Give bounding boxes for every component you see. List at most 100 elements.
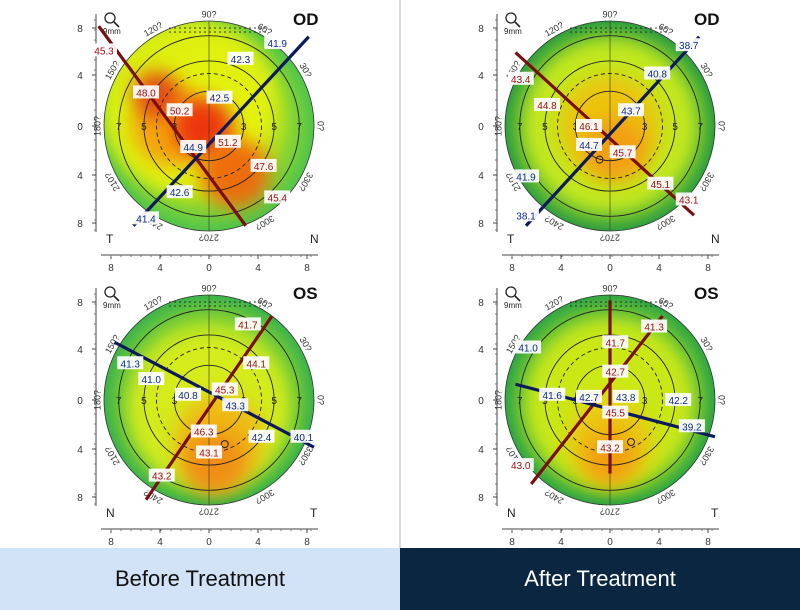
artifact-dot: [620, 305, 622, 307]
value-box: [576, 137, 602, 151]
keratometry-value: 46.1: [579, 122, 599, 133]
value-box: [148, 468, 175, 482]
artifact-dot: [615, 305, 617, 307]
artifact-dot: [600, 31, 602, 33]
keratometry-value: 44.7: [579, 141, 599, 152]
artifact-dot: [244, 301, 246, 303]
artifact-dot: [570, 31, 572, 33]
artifact-dot: [264, 305, 266, 307]
keratometry-value: 41.7: [606, 338, 626, 349]
artifact-dot: [600, 301, 602, 303]
keratometry-value: 48.0: [136, 88, 156, 99]
value-box: [214, 134, 241, 148]
artifact-dot: [590, 301, 592, 303]
artifact-dot: [199, 301, 201, 303]
value-box: [211, 382, 238, 396]
artifact-dot: [209, 301, 211, 303]
value-box: [602, 405, 629, 419]
x-tick-label: 0: [607, 537, 613, 548]
degree-label: 0?: [316, 121, 326, 131]
artifact-dot: [635, 31, 637, 33]
artifact-dot: [660, 31, 662, 33]
eye-label: OS: [293, 284, 318, 303]
artifact-dot: [595, 31, 597, 33]
ring-number: 7: [698, 396, 704, 407]
scale-label: 9mm: [504, 301, 522, 310]
artifact-dot: [199, 305, 201, 307]
magnifier-icon-handle: [514, 21, 521, 28]
artifact-dot: [189, 305, 191, 307]
artifact-dot: [169, 301, 171, 303]
artifact-dot: [585, 305, 587, 307]
artifact-dot: [630, 27, 632, 29]
artifact-dot: [249, 31, 251, 33]
artifact-dot: [254, 305, 256, 307]
value-box: [539, 387, 566, 401]
artifact-dot: [575, 305, 577, 307]
value-box: [133, 85, 159, 99]
value-box: [206, 90, 233, 104]
degree-label: 90?: [602, 283, 617, 293]
magnifier-icon: [104, 12, 116, 24]
artifact-dot: [239, 31, 241, 33]
artifact-dot: [595, 27, 597, 29]
artifact-dot: [615, 31, 617, 33]
value-box: [534, 98, 560, 111]
x-tick-label: 0: [206, 537, 212, 548]
ring-number: 7: [517, 396, 523, 407]
side-label-right: T: [711, 506, 719, 520]
artifact-dot: [640, 27, 642, 29]
artifact-dot: [610, 301, 612, 303]
ring-number: 5: [141, 122, 147, 133]
keratometry-value: 40.8: [178, 391, 198, 402]
x-tick-label: 0: [206, 263, 212, 274]
keratometry-value: 42.6: [170, 188, 190, 199]
topography-map-svg: 884400448875335790?60?30?0?330?300?270?2…: [77, 283, 326, 548]
artifact-dot: [264, 301, 266, 303]
ring-number: 3: [642, 122, 648, 133]
artifact-dot: [234, 305, 236, 307]
value-box: [133, 211, 159, 225]
artifact-dot: [254, 301, 256, 303]
artifact-dot: [259, 305, 261, 307]
artifact-dot: [174, 301, 176, 303]
ring-number: 3: [573, 122, 579, 133]
artifact-dot: [194, 27, 196, 29]
scale-label: 9mm: [504, 27, 522, 36]
value-box: [196, 445, 222, 459]
artifact-dot: [219, 301, 221, 303]
artifact-dot: [620, 301, 622, 303]
artifact-dot: [615, 27, 617, 29]
value-box: [609, 145, 636, 159]
value-box: [243, 356, 270, 370]
artifact-dot: [249, 301, 251, 303]
artifact-dot: [184, 301, 186, 303]
magnifier-icon: [505, 286, 517, 298]
artifact-dot: [650, 301, 652, 303]
artifact-dot: [264, 27, 266, 29]
artifact-dot: [640, 31, 642, 33]
artifact-dot: [570, 305, 572, 307]
side-label-left: N: [106, 506, 115, 520]
value-box: [222, 398, 249, 412]
keratometry-value: 40.1: [294, 433, 314, 444]
degree-label: 180?: [92, 390, 102, 410]
eye-label: OD: [293, 10, 319, 29]
y-tick-label: 4: [478, 71, 484, 82]
artifact-dot: [194, 301, 196, 303]
keratometry-value: 43.2: [152, 472, 172, 483]
artifact-dot: [655, 305, 657, 307]
scale-label: 9mm: [103, 301, 121, 310]
artifact-dot: [199, 31, 201, 33]
ring-number: 3: [172, 396, 178, 407]
eye-label: OD: [694, 10, 720, 29]
keratometry-value: 41.9: [516, 172, 536, 183]
artifact-dot: [229, 31, 231, 33]
after-treatment-label: After Treatment: [400, 548, 800, 610]
artifact-dot: [620, 27, 622, 29]
degree-label: 0?: [717, 395, 727, 405]
value-box: [576, 119, 602, 132]
degree-label: 0?: [316, 395, 326, 405]
ring-number: 3: [642, 396, 648, 407]
x-tick-label: 0: [607, 263, 613, 274]
